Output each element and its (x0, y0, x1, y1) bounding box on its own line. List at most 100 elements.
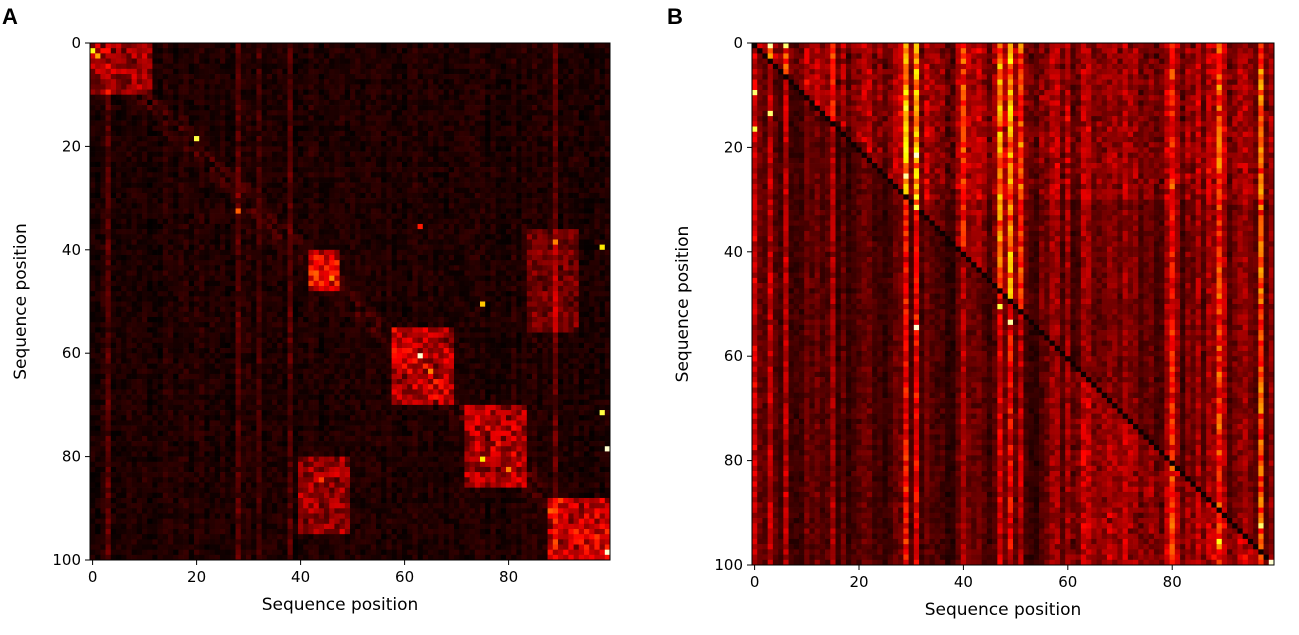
heatmap-cell (344, 74, 351, 80)
heatmap-cell (168, 68, 174, 75)
heatmap-cell (121, 89, 127, 96)
heatmap-cell (334, 172, 340, 178)
heatmap-cell (454, 120, 460, 127)
heatmap-cell (459, 58, 465, 65)
heatmap-cell (110, 182, 117, 189)
heatmap-cell (251, 99, 257, 106)
heatmap-cell (308, 254, 314, 261)
heatmap-cell (454, 136, 460, 142)
heatmap-cell (594, 182, 600, 189)
heatmap-cell (578, 275, 585, 282)
heatmap-cell (542, 89, 548, 96)
heatmap-cell (240, 48, 247, 54)
heatmap-cell (443, 280, 450, 287)
heatmap-cell (90, 265, 96, 271)
heatmap-cell (558, 265, 564, 271)
heatmap-cell (573, 68, 580, 75)
heatmap-cell (256, 48, 262, 54)
heatmap-cell (272, 99, 278, 106)
heatmap-cell (121, 130, 127, 137)
heatmap-cell (272, 234, 278, 240)
heatmap-cell (194, 89, 200, 96)
heatmap-cell (105, 275, 112, 282)
heatmap-cell (350, 136, 356, 142)
heatmap-cell (469, 136, 476, 142)
heatmap-cell (360, 208, 366, 214)
heatmap-cell (199, 291, 205, 297)
heatmap-cell (121, 74, 127, 80)
heatmap-cell (578, 254, 585, 261)
heatmap-cell (428, 125, 434, 132)
heatmap-cell (110, 68, 117, 75)
heatmap-cell (474, 43, 481, 49)
heatmap-cell (511, 48, 517, 54)
heatmap-cell (407, 172, 413, 178)
heatmap-cell (230, 296, 236, 302)
heatmap-cell (433, 291, 439, 297)
heatmap-cell (292, 275, 299, 282)
heatmap-cell (542, 53, 548, 59)
heatmap-cell (500, 161, 507, 168)
heatmap-cell (547, 156, 554, 163)
heatmap-cell (381, 48, 387, 54)
heatmap-cell (240, 99, 247, 106)
heatmap-cell (532, 192, 538, 199)
heatmap-cell (438, 291, 444, 297)
heatmap-cell (230, 229, 236, 235)
heatmap-cell (204, 136, 210, 142)
heatmap-cell (121, 136, 127, 142)
heatmap-cell (157, 177, 164, 183)
heatmap-cell (225, 120, 231, 127)
heatmap-cell (194, 213, 200, 220)
heatmap-cell (303, 285, 309, 292)
heatmap-cell (516, 120, 522, 127)
heatmap-cell (298, 141, 304, 147)
heatmap-cell (469, 89, 476, 96)
heatmap-cell (142, 79, 148, 85)
heatmap-cell (339, 63, 346, 70)
heatmap-cell (376, 63, 382, 70)
heatmap-cell (500, 270, 507, 276)
heatmap-cell (360, 68, 366, 75)
heatmap-cell (298, 198, 304, 204)
heatmap-cell (318, 291, 325, 297)
heatmap-cell (568, 136, 574, 142)
heatmap-cell (168, 120, 174, 127)
heatmap-cell (173, 105, 179, 111)
heatmap-cell (261, 187, 268, 194)
heatmap-cell (365, 208, 372, 214)
heatmap-cell (313, 63, 320, 70)
heatmap-cell (339, 249, 346, 256)
heatmap-cell (173, 110, 179, 116)
heatmap-cell (542, 74, 548, 80)
heatmap-cell (282, 141, 288, 147)
heatmap-cell (292, 79, 299, 85)
heatmap-cell (136, 291, 143, 297)
heatmap-cell (246, 218, 252, 225)
heatmap-cell (485, 285, 491, 292)
heatmap-cell (266, 79, 273, 85)
heatmap-cell (511, 84, 517, 90)
heatmap-cell (511, 156, 517, 163)
heatmap-cell (443, 229, 450, 235)
heatmap-cell (110, 167, 117, 173)
heatmap-cell (485, 254, 491, 261)
heatmap-cell (313, 208, 320, 214)
heatmap-cell (178, 167, 184, 173)
heatmap-cell (152, 48, 158, 54)
heatmap-cell (324, 115, 330, 121)
heatmap-cell (532, 63, 538, 70)
heatmap-cell (303, 125, 309, 132)
heatmap-cell (469, 115, 476, 121)
heatmap-cell (537, 74, 543, 80)
heatmap-cell (173, 151, 179, 158)
heatmap-cell (344, 260, 351, 266)
heatmap-cell (443, 187, 450, 194)
heatmap-cell (469, 182, 476, 189)
heatmap-cell (573, 146, 580, 152)
heatmap-cell (417, 198, 424, 204)
heatmap-cell (402, 270, 408, 276)
heatmap-cell (261, 182, 268, 189)
heatmap-cell (568, 239, 574, 245)
heatmap-cell (594, 249, 600, 256)
